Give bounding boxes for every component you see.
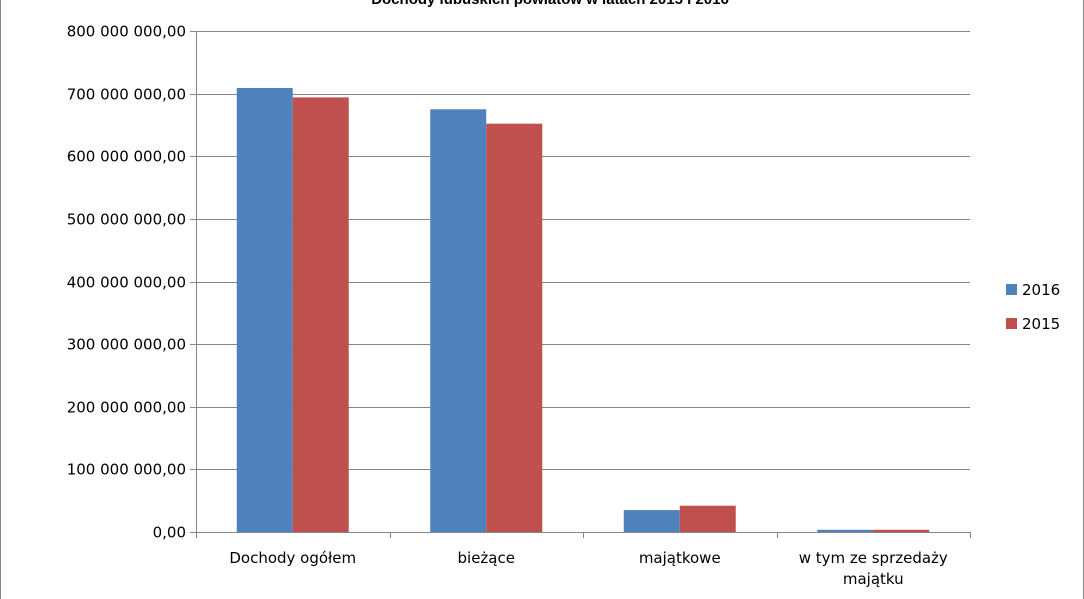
legend-swatch-2016: [1006, 284, 1017, 295]
legend: 2016 2015: [1006, 281, 1060, 333]
y-tick-label: 400 000 000,00: [67, 274, 186, 292]
bar-2016-1: [430, 109, 487, 532]
y-tick-label: 0,00: [153, 524, 186, 542]
legend-swatch-2015: [1006, 318, 1017, 329]
y-tick-label: 100 000 000,00: [67, 461, 186, 479]
y-tick-label: 200 000 000,00: [67, 399, 186, 417]
x-category-label: Dochody ogółem: [229, 549, 356, 567]
x-category-label: w tym ze sprzedaży: [799, 549, 948, 567]
chart-title: Dochody lubuskich powiatów w latach 2015…: [371, 0, 729, 8]
x-category-label: bieżące: [458, 549, 515, 567]
y-tick-label: 700 000 000,00: [67, 86, 186, 104]
bar-2016-3: [817, 529, 874, 532]
y-axis-tick-labels: 0,00 100 000 000,00 200 000 000,00 300 000 …: [67, 23, 186, 542]
bars: [236, 87, 930, 533]
x-category-label: majątku: [843, 570, 904, 588]
y-tick-label: 300 000 000,00: [67, 336, 186, 354]
bar-2015-2: [679, 505, 736, 532]
y-tick-label: 600 000 000,00: [67, 148, 186, 166]
bar-2015-1: [486, 123, 543, 532]
y-tick-label: 500 000 000,00: [67, 211, 186, 229]
bar-2016-0: [236, 87, 293, 533]
gridlines: [196, 31, 970, 470]
y-tick-label: 800 000 000,00: [67, 23, 186, 41]
bar-2016-2: [623, 510, 680, 532]
x-axis-category-labels: Dochody ogółem bieżące majątkowe w tym ze s…: [229, 549, 948, 588]
bar-2015-0: [292, 97, 349, 532]
legend-label-2016: 2016: [1022, 281, 1060, 299]
bar-2015-3: [873, 529, 930, 532]
axes: [190, 31, 971, 538]
x-category-label: majątkowe: [639, 549, 721, 567]
legend-label-2015: 2015: [1022, 315, 1060, 333]
